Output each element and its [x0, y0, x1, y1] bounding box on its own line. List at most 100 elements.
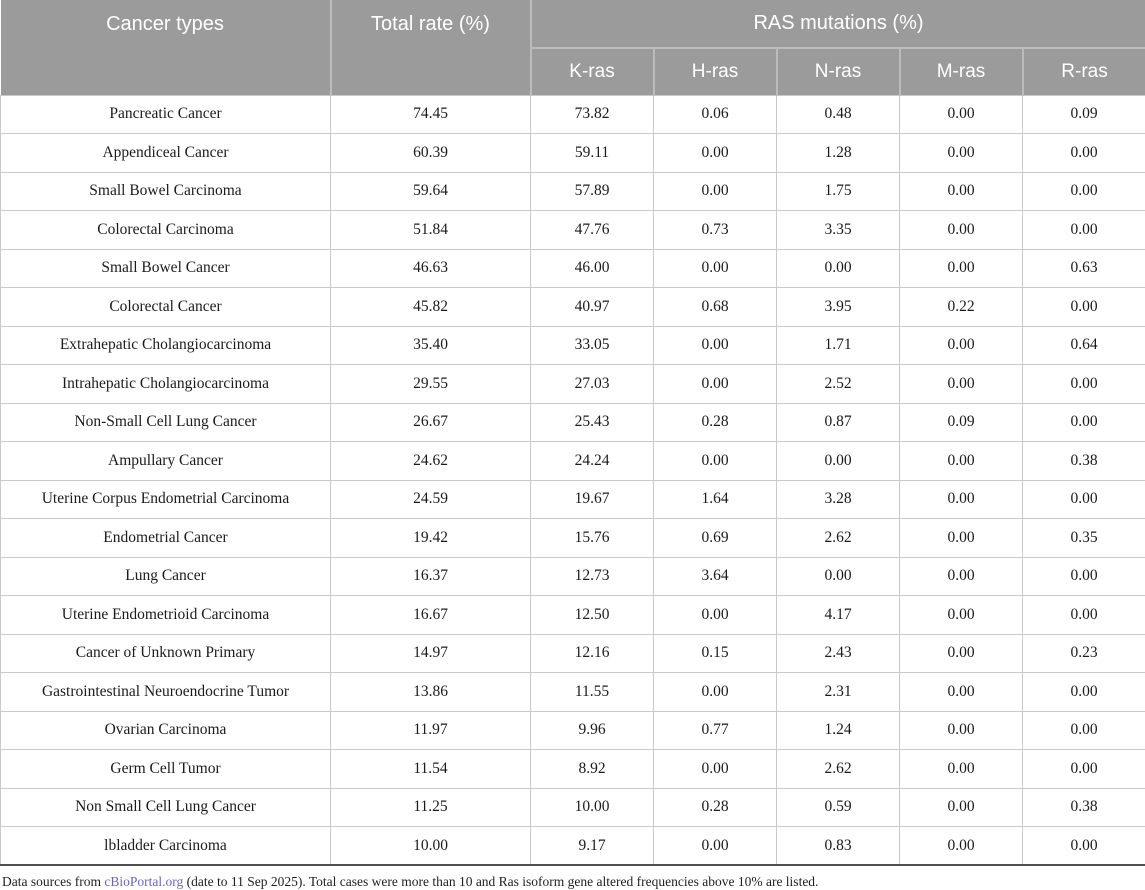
cancer-type-cell: Colorectal Carcinoma — [0, 210, 331, 250]
ras-value-cell: 0.63 — [1021, 248, 1145, 288]
ras-value-cell: 0.00 — [1021, 749, 1145, 789]
ras-value-cell: 0.00 — [776, 248, 900, 288]
table-body: Pancreatic Cancer 74.45 73.82 0.06 0.48 0.00 0… — [0, 94, 1145, 866]
ras-mutations-table: Cancer types Total rate (%) RAS mutation… — [0, 0, 1145, 866]
ras-value-cell: 0.69 — [653, 518, 777, 558]
ras-value-cell: 0.00 — [899, 710, 1023, 750]
total-rate-cell: 16.67 — [330, 595, 531, 635]
ras-value-cell: 0.00 — [653, 441, 777, 481]
ras-value-cell: 0.00 — [653, 133, 777, 173]
total-rate-cell: 24.59 — [330, 479, 531, 519]
ras-value-cell: 0.00 — [1021, 672, 1145, 712]
table-row: Ovarian Carcinoma 11.97 9.96 0.77 1.24 0.00 0.… — [0, 710, 1145, 750]
cancer-type-cell: Uterine Endometrioid Carcinoma — [0, 595, 331, 635]
table-row: Extrahepatic Cholangiocarcinoma 35.40 33.0… — [0, 325, 1145, 365]
ras-value-cell: 2.62 — [776, 518, 900, 558]
column-header-mras: M-ras — [898, 47, 1023, 95]
column-header-rras: R-ras — [1021, 47, 1145, 95]
ras-value-cell: 0.00 — [899, 441, 1023, 481]
table-row: Pancreatic Cancer 74.45 73.82 0.06 0.48 0.00 0… — [0, 94, 1145, 134]
ras-value-cell: 1.75 — [776, 171, 900, 211]
total-rate-cell: 35.40 — [330, 325, 531, 365]
total-rate-cell: 29.55 — [330, 364, 531, 404]
ras-value-cell: 0.00 — [899, 94, 1023, 134]
ras-value-cell: 0.00 — [899, 133, 1023, 173]
footnote-suffix: (date to 11 Sep 2025). Total cases were … — [183, 874, 819, 889]
ras-value-cell: 11.55 — [530, 672, 654, 712]
ras-value-cell: 2.52 — [776, 364, 900, 404]
table-row: Appendiceal Cancer 60.39 59.11 0.00 1.28 0.00… — [0, 133, 1145, 173]
total-rate-cell: 11.54 — [330, 749, 531, 789]
ras-value-cell: 0.00 — [653, 826, 777, 866]
ras-value-cell: 0.73 — [653, 210, 777, 250]
total-rate-cell: 13.86 — [330, 672, 531, 712]
cancer-type-cell: Intrahepatic Cholangiocarcinoma — [0, 364, 331, 404]
column-header-nras: N-ras — [775, 47, 900, 95]
ras-value-cell: 0.48 — [776, 94, 900, 134]
ras-value-cell: 0.00 — [1021, 710, 1145, 750]
table-row: Gastrointestinal Neuroendocrine Tumor 13.… — [0, 672, 1145, 712]
ras-value-cell: 73.82 — [530, 94, 654, 134]
ras-value-cell: 0.00 — [1021, 133, 1145, 173]
ras-value-cell: 0.28 — [653, 402, 777, 442]
ras-value-cell: 0.00 — [899, 672, 1023, 712]
ras-value-cell: 0.77 — [653, 710, 777, 750]
ras-value-cell: 1.71 — [776, 325, 900, 365]
cancer-type-cell: Ampullary Cancer — [0, 441, 331, 481]
cancer-type-cell: Uterine Corpus Endometrial Carcinoma — [0, 479, 331, 519]
column-header-ras-mutations: RAS mutations (%) — [529, 0, 1145, 48]
ras-value-cell: 1.64 — [653, 479, 777, 519]
ras-value-cell: 0.00 — [653, 672, 777, 712]
table-footnote: Data sources from cBioPortal.org (date t… — [0, 866, 1145, 890]
ras-value-cell: 9.96 — [530, 710, 654, 750]
ras-value-cell: 0.00 — [776, 441, 900, 481]
total-rate-cell: 16.37 — [330, 556, 531, 596]
total-rate-cell: 11.25 — [330, 787, 531, 827]
ras-value-cell: 25.43 — [530, 402, 654, 442]
column-header-hras: H-ras — [652, 47, 777, 95]
column-header-kras: K-ras — [529, 47, 654, 95]
ras-value-cell: 0.00 — [653, 595, 777, 635]
table-row: Uterine Endometrioid Carcinoma 16.67 12.50… — [0, 595, 1145, 635]
ras-value-cell: 46.00 — [530, 248, 654, 288]
total-rate-cell: 24.62 — [330, 441, 531, 481]
header-row-main: Cancer types Total rate (%) RAS mutation… — [0, 0, 1145, 95]
ras-value-cell: 0.00 — [1021, 556, 1145, 596]
table-row: Small Bowel Cancer 46.63 46.00 0.00 0.00 0.00… — [0, 248, 1145, 288]
ras-value-cell: 3.64 — [653, 556, 777, 596]
ras-value-cell: 8.92 — [530, 749, 654, 789]
cancer-type-cell: Colorectal Cancer — [0, 287, 331, 327]
total-rate-cell: 46.63 — [330, 248, 531, 288]
ras-value-cell: 0.59 — [776, 787, 900, 827]
ras-value-cell: 0.87 — [776, 402, 900, 442]
ras-value-cell: 27.03 — [530, 364, 654, 404]
ras-value-cell: 40.97 — [530, 287, 654, 327]
cancer-type-cell: Appendiceal Cancer — [0, 133, 331, 173]
ras-value-cell: 0.00 — [899, 210, 1023, 250]
ras-value-cell: 3.35 — [776, 210, 900, 250]
ras-value-cell: 0.09 — [1021, 94, 1145, 134]
cancer-type-cell: Non-Small Cell Lung Cancer — [0, 402, 331, 442]
table-row: Lung Cancer 16.37 12.73 3.64 0.00 0.00 0.00 — [0, 556, 1145, 596]
table-row: Colorectal Carcinoma 51.84 47.76 0.73 3.35 0.… — [0, 210, 1145, 250]
ras-value-cell: 59.11 — [530, 133, 654, 173]
ras-value-cell: 0.00 — [653, 325, 777, 365]
cancer-type-cell: Gastrointestinal Neuroendocrine Tumor — [0, 672, 331, 712]
cancer-type-cell: Extrahepatic Cholangiocarcinoma — [0, 325, 331, 365]
ras-value-cell: 1.24 — [776, 710, 900, 750]
total-rate-cell: 11.97 — [330, 710, 531, 750]
total-rate-cell: 59.64 — [330, 171, 531, 211]
total-rate-cell: 51.84 — [330, 210, 531, 250]
ras-value-cell: 24.24 — [530, 441, 654, 481]
ras-value-cell: 1.28 — [776, 133, 900, 173]
table-row: lbladder Carcinoma 10.00 9.17 0.00 0.83 0.00 0… — [0, 826, 1145, 866]
ras-value-cell: 0.00 — [1021, 287, 1145, 327]
ras-value-cell: 0.00 — [1021, 171, 1145, 211]
ras-value-cell: 0.83 — [776, 826, 900, 866]
ras-value-cell: 12.73 — [530, 556, 654, 596]
cancer-type-cell: Ovarian Carcinoma — [0, 710, 331, 750]
cancer-type-cell: Germ Cell Tumor — [0, 749, 331, 789]
ras-value-cell: 2.31 — [776, 672, 900, 712]
ras-value-cell: 0.38 — [1021, 441, 1145, 481]
cbioportal-link[interactable]: cBioPortal.org — [104, 874, 184, 889]
